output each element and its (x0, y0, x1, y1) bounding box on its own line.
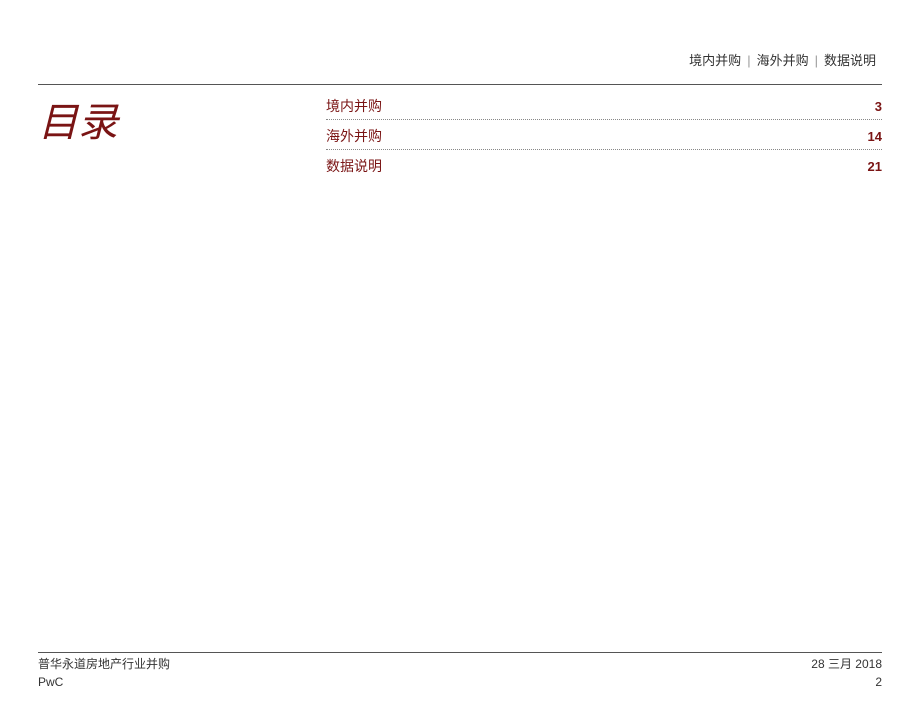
header-divider-line (38, 84, 882, 85)
footer-date: 28 三月 2018 (811, 655, 882, 673)
page-title: 目录 (38, 90, 118, 148)
toc-row: 境内并购 3 (326, 96, 882, 120)
nav-item-1: 海外并购 (751, 53, 815, 68)
footer-page-number: 2 (811, 673, 882, 691)
nav-item-2: 数据说明 (818, 53, 882, 68)
toc-label: 数据说明 (326, 156, 382, 176)
footer-left: 普华永道房地产行业并购 PwC (38, 655, 170, 691)
toc-page: 3 (867, 99, 882, 114)
footer-right: 28 三月 2018 2 (811, 655, 882, 691)
footer: 普华永道房地产行业并购 PwC 28 三月 2018 2 (38, 655, 882, 691)
footer-brand: PwC (38, 673, 170, 691)
toc-label: 海外并购 (326, 126, 382, 146)
toc-page: 14 (860, 129, 882, 144)
toc-row: 数据说明 21 (326, 156, 882, 179)
header-nav: 境内并购|海外并购|数据说明 (683, 50, 882, 69)
footer-divider-line (38, 652, 882, 653)
footer-doc-title: 普华永道房地产行业并购 (38, 655, 170, 673)
toc-label: 境内并购 (326, 96, 382, 116)
table-of-contents: 境内并购 3 海外并购 14 数据说明 21 (326, 96, 882, 185)
nav-item-0: 境内并购 (683, 53, 747, 68)
toc-row: 海外并购 14 (326, 126, 882, 150)
toc-page: 21 (860, 159, 882, 174)
